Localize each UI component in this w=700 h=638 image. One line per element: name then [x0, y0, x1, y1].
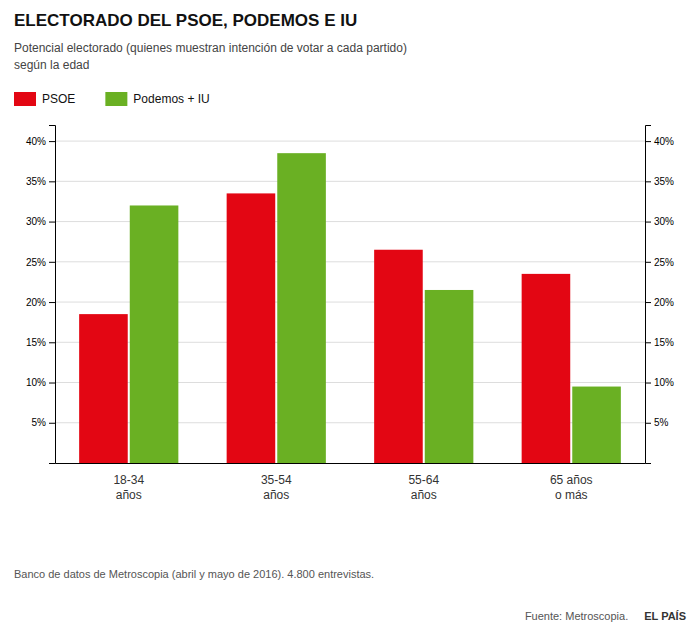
bars: [79, 153, 621, 463]
x-tick: 18-34años: [113, 463, 144, 502]
x-tick-label: 18-34años: [113, 473, 144, 503]
legend-swatch: [105, 92, 127, 106]
title: ELECTORADO DEL PSOE, PODEMOS E IU: [14, 11, 357, 30]
y-tick: 35%: [645, 176, 674, 187]
y-tick: 15%: [645, 337, 674, 348]
y-tick-mark: [645, 423, 651, 424]
y-tick-mark: [49, 383, 55, 384]
bar: [277, 153, 326, 463]
y-tick-label: 25%: [654, 257, 674, 268]
y-tick-label: 10%: [654, 377, 674, 388]
chart: ELECTORADO DEL PSOE, PODEMOS E IU Potenci…: [0, 0, 700, 638]
y-tick-label: 25%: [26, 257, 46, 268]
y-tick-mark: [645, 181, 651, 182]
y-tick-mark: [49, 342, 55, 343]
x-tick-label: 55-64años: [408, 473, 439, 503]
legend-label: Podemos + IU: [133, 92, 209, 106]
legend: PSOE Podemos + IU: [14, 92, 210, 106]
y-axis: 5% 10% 15% 20% 25% 30% 35% 40%: [26, 126, 56, 464]
bar: [227, 193, 276, 463]
y-tick-label: 15%: [654, 337, 674, 348]
y-tick: 35%: [26, 176, 55, 187]
y-tick-label: 10%: [26, 377, 46, 388]
axis-line: [646, 126, 652, 464]
y-tick: 30%: [26, 216, 55, 227]
y-tick: 25%: [645, 257, 674, 268]
legend-label: PSOE: [42, 92, 75, 106]
source: Fuente: Metroscopia.: [525, 610, 628, 622]
y-tick-label: 35%: [26, 176, 46, 187]
y-tick-mark: [645, 222, 651, 223]
y-tick-mark: [49, 222, 55, 223]
publisher: EL PAÍS: [644, 610, 686, 622]
y-tick: 10%: [26, 377, 55, 388]
y-tick-mark: [49, 423, 55, 424]
y-tick: 20%: [26, 297, 55, 308]
y-tick-mark: [49, 302, 55, 303]
legend-item: PSOE: [14, 92, 75, 106]
x-tick-label-line: 65 años: [550, 473, 593, 487]
y-tick: 30%: [645, 216, 674, 227]
y-tick-label: 15%: [26, 337, 46, 348]
y-tick-label: 5%: [654, 417, 669, 428]
grid-line: [55, 181, 645, 182]
x-tick-label-line: años: [263, 488, 289, 502]
y-tick-mark: [645, 342, 651, 343]
x-tick-label-line: 18-34: [113, 473, 144, 487]
y-tick-label: 20%: [654, 297, 674, 308]
y-tick-label: 35%: [654, 176, 674, 187]
y-tick-mark: [49, 181, 55, 182]
y-tick-label: 20%: [26, 297, 46, 308]
y-tick: 5%: [645, 417, 669, 428]
bar: [79, 314, 128, 463]
x-tick-label-line: años: [411, 488, 437, 502]
axis-line: [56, 463, 646, 464]
y-axis-right: 5% 10% 15% 20% 25% 30% 35% 40%: [645, 126, 674, 464]
y-tick: 25%: [26, 257, 55, 268]
subtitle: según la edad: [14, 58, 89, 72]
y-tick-mark: [49, 141, 55, 142]
y-tick: 20%: [645, 297, 674, 308]
x-tick: 35-54años: [261, 463, 292, 502]
y-tick: 5%: [32, 417, 55, 428]
y-tick-mark: [645, 141, 651, 142]
x-tick-label-line: años: [116, 488, 142, 502]
bar: [374, 250, 423, 463]
footnote: Banco de datos de Metroscopia (abril y m…: [14, 568, 374, 580]
bar: [572, 387, 621, 463]
bar: [522, 274, 571, 463]
y-tick-label: 30%: [654, 216, 674, 227]
y-tick-mark: [645, 262, 651, 263]
x-tick-label: 65 añoso más: [550, 473, 593, 503]
x-axis: 18-34años35-54años55-64años65 añoso más: [56, 463, 646, 502]
legend-swatch: [14, 92, 36, 106]
x-tick-label-line: 35-54: [261, 473, 292, 487]
x-tick-label-line: o más: [555, 488, 588, 502]
y-tick-mark: [49, 262, 55, 263]
x-tick-label-line: 55-64: [408, 473, 439, 487]
y-tick-label: 30%: [26, 216, 46, 227]
y-tick: 15%: [26, 337, 55, 348]
y-tick-label: 5%: [32, 417, 47, 428]
grid-line: [55, 141, 645, 142]
y-tick-label: 40%: [654, 136, 674, 147]
y-tick-mark: [645, 383, 651, 384]
y-tick-mark: [645, 302, 651, 303]
axis-line: [49, 126, 56, 464]
plot: 5% 10% 15% 20% 25% 30% 35% 40% 5% 10% 15% 20% 25% 30%…: [26, 126, 674, 503]
y-tick-label: 40%: [26, 136, 46, 147]
x-tick: 55-64años: [408, 463, 439, 502]
y-tick: 10%: [645, 377, 674, 388]
subtitle: Potencial electorado (quienes muestran i…: [14, 41, 407, 55]
y-tick: 40%: [26, 136, 55, 147]
y-tick: 40%: [645, 136, 674, 147]
bar-series: [130, 153, 621, 463]
x-tick-label: 35-54años: [261, 473, 292, 503]
legend-item: Podemos + IU: [105, 92, 209, 106]
bar: [130, 205, 179, 463]
bar: [425, 290, 474, 463]
x-tick: 65 añoso más: [550, 463, 593, 502]
